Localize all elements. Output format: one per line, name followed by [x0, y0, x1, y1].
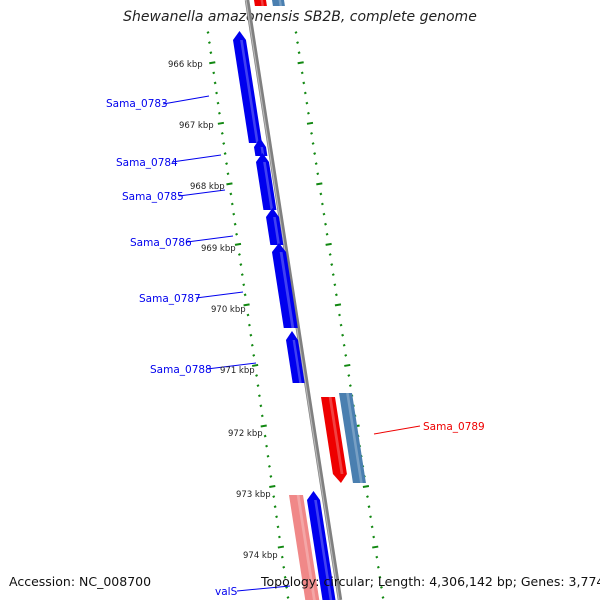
cds-Sama_0785[interactable]: [256, 153, 277, 210]
gene-valS[interactable]: [289, 495, 320, 600]
genome-summary: Topology: circular; Length: 4,306,142 bp…: [261, 574, 600, 589]
ruler-tick-label: 973 kbp: [236, 490, 271, 500]
feature-label-Sama_0788[interactable]: Sama_0788: [150, 362, 257, 376]
ruler-tick-label: 967 kbp: [179, 121, 214, 131]
svg-text:Sama_0785: Sama_0785: [122, 191, 184, 203]
svg-text:Sama_0783: Sama_0783: [106, 98, 168, 110]
ruler-tick-label: 971 kbp: [220, 366, 255, 376]
ruler-tick-label: 968 kbp: [190, 182, 225, 192]
svg-text:Sama_0788: Sama_0788: [150, 364, 212, 376]
ruler-tick-label: 966 kbp: [168, 60, 203, 70]
feature-label-Sama_0789[interactable]: Sama_0789: [373, 421, 485, 435]
svg-text:valS: valS: [215, 586, 238, 598]
right-ruler-line: [294, 31, 385, 599]
cds-Sama_0783[interactable]: [233, 31, 262, 143]
feature-label-Sama_0787[interactable]: Sama_0787: [139, 291, 244, 305]
ruler-tick-label: 969 kbp: [201, 244, 236, 254]
cds-Sama_0789[interactable]: [321, 397, 347, 483]
ruler-tick-label: 972 kbp: [228, 429, 263, 439]
feature-label-Sama_0783[interactable]: Sama_0783: [106, 95, 210, 110]
ruler-tick-label: 974 kbp: [243, 551, 278, 561]
map-title: Shewanella amazonensis SB2B, complete ge…: [123, 9, 477, 25]
cds-valS[interactable]: [307, 491, 336, 600]
cds-Sama_0788[interactable]: [286, 331, 305, 383]
feature-label-Sama_0785[interactable]: Sama_0785: [122, 189, 226, 203]
feature-labels: Sama_0783 Sama_0784 Sama_0785 Sama_0786 Sama…: [106, 95, 485, 598]
left-ruler-line: [206, 31, 290, 599]
feature-label-valS[interactable]: valS: [215, 585, 291, 598]
cds-Sama_0786[interactable]: [266, 208, 284, 245]
accession-label: Accession: NC_008700: [9, 574, 152, 589]
cds-Sama_0784[interactable]: [254, 138, 268, 156]
svg-text:Sama_0784: Sama_0784: [116, 157, 178, 169]
ruler-labels: 966 kbp 967 kbp 968 kbp 969 kbp 970 kbp 971 k…: [168, 60, 278, 561]
ruler-tick-label: 970 kbp: [211, 305, 246, 315]
features: [233, 0, 366, 600]
backbone-line: [244, 0, 343, 600]
svg-text:Sama_0787: Sama_0787: [139, 293, 201, 305]
cds-top-red[interactable]: [254, 0, 267, 6]
feature-label-Sama_0786[interactable]: Sama_0786: [130, 235, 234, 249]
feature-label-Sama_0784[interactable]: Sama_0784: [116, 154, 222, 169]
svg-text:Sama_0786: Sama_0786: [130, 237, 192, 249]
gene-Sama_0789[interactable]: [339, 393, 366, 483]
gene-top-blue[interactable]: [272, 0, 285, 6]
svg-text:Sama_0789: Sama_0789: [423, 421, 485, 433]
cds-Sama_0787[interactable]: [272, 243, 298, 328]
